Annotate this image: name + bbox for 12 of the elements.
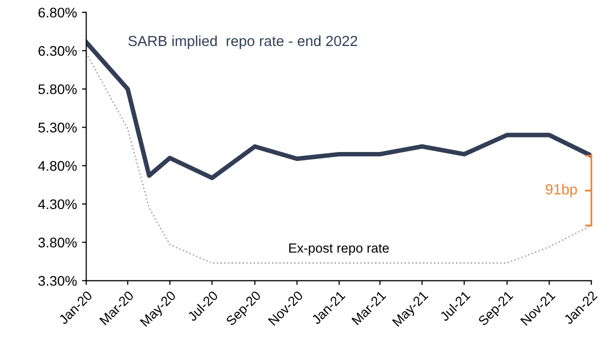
- line-series: [86, 52, 592, 264]
- y-tick-label: 5.80%: [38, 84, 77, 94]
- y-tick-label: 3.30%: [38, 276, 77, 286]
- annotation: 91bp: [546, 184, 577, 198]
- y-tick-label: 4.30%: [38, 199, 77, 210]
- y-tick-label: 6.30%: [38, 46, 77, 56]
- y-tick-label: 6.80%: [38, 8, 77, 18]
- y-tick-label: 3.80%: [38, 238, 77, 248]
- y-tick-label: 5.30%: [38, 122, 77, 132]
- series-label: Ex-post repo rate: [289, 244, 389, 256]
- series-label: SARB implied repo rate - end 2022: [128, 35, 358, 50]
- y-tick-label: 4.80%: [38, 160, 77, 171]
